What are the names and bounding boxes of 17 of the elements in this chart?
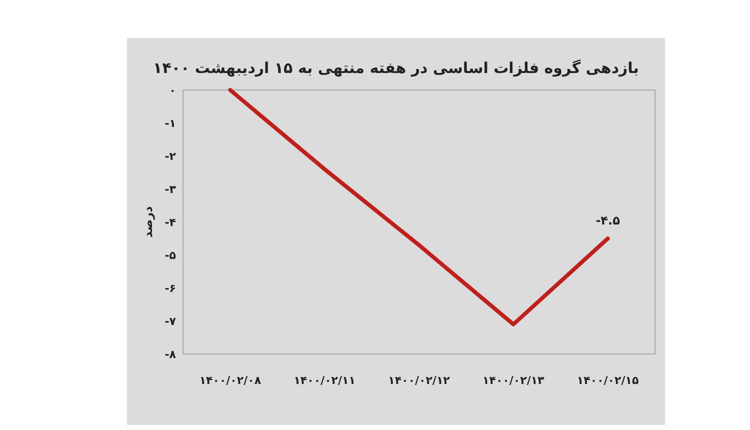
x-tick-label: ۱۴۰۰/۰۲/۰۸ xyxy=(199,374,262,387)
y-tick-label: ۰ xyxy=(169,84,176,97)
x-tick-label: ۱۴۰۰/۰۲/۱۲ xyxy=(388,374,450,387)
chart-title: بازدهی گروه فلزات اساسی در هفته منتهی به ۱۵ اردیبهشت ۱۴۰۰ xyxy=(153,59,639,77)
y-tick-label: -۶ xyxy=(164,282,176,295)
y-tick-label: -۵ xyxy=(164,249,176,262)
x-tick-label: ۱۴۰۰/۰۲/۱۵ xyxy=(576,374,639,387)
data-label: -۴.۵ xyxy=(596,214,620,228)
x-tick-label: ۱۴۰۰/۰۲/۱۳ xyxy=(482,374,545,387)
y-tick-label: -۴ xyxy=(164,216,176,229)
y-tick-label: -۲ xyxy=(164,150,176,163)
y-tick-label: -۸ xyxy=(164,348,176,361)
y-axis-title: درصد xyxy=(141,206,155,238)
y-tick-label: -۳ xyxy=(164,183,176,196)
y-tick-label: -۷ xyxy=(164,315,176,328)
x-tick-label: ۱۴۰۰/۰۲/۱۱ xyxy=(294,374,356,387)
y-tick-label: -۱ xyxy=(164,117,176,130)
